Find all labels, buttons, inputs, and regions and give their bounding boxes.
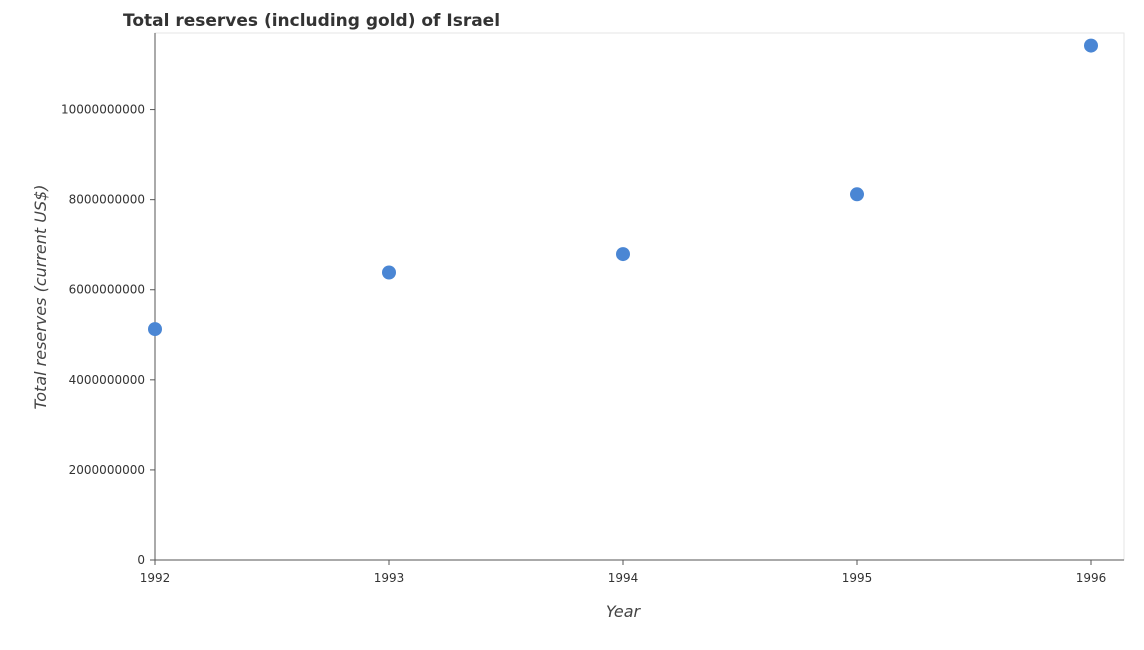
y-tick-label: 4000000000 bbox=[69, 373, 145, 387]
x-tick-label: 1995 bbox=[842, 571, 873, 585]
x-axis-label: Year bbox=[606, 602, 642, 621]
y-tick-label: 0 bbox=[137, 553, 145, 567]
data-point-1995 bbox=[850, 187, 864, 202]
y-tick-label: 10000000000 bbox=[61, 103, 145, 117]
data-point-1994 bbox=[616, 247, 630, 262]
x-tick-label: 1992 bbox=[140, 571, 171, 585]
y-axis-ticks: 0 2000000000 4000000000 6000000000 800000000… bbox=[61, 103, 155, 567]
data-point-1993 bbox=[382, 265, 396, 280]
data-point-1996 bbox=[1084, 38, 1098, 53]
plot-frame bbox=[154, 32, 1125, 561]
data-point-1992 bbox=[148, 322, 162, 337]
data-points bbox=[148, 38, 1098, 337]
y-tick-label: 8000000000 bbox=[69, 193, 145, 207]
y-tick-label: 6000000000 bbox=[69, 283, 145, 297]
x-tick-label: 1993 bbox=[374, 571, 405, 585]
y-tick-label: 2000000000 bbox=[69, 463, 145, 477]
y-axis-label: Total reserves (current US$) bbox=[31, 184, 50, 409]
x-tick-label: 1996 bbox=[1076, 571, 1107, 585]
chart-title: Total reserves (including gold) of Israe… bbox=[123, 11, 500, 31]
x-axis-ticks: 1992 1993 1994 1995 1996 bbox=[140, 560, 1107, 585]
x-tick-label: 1994 bbox=[608, 571, 639, 585]
